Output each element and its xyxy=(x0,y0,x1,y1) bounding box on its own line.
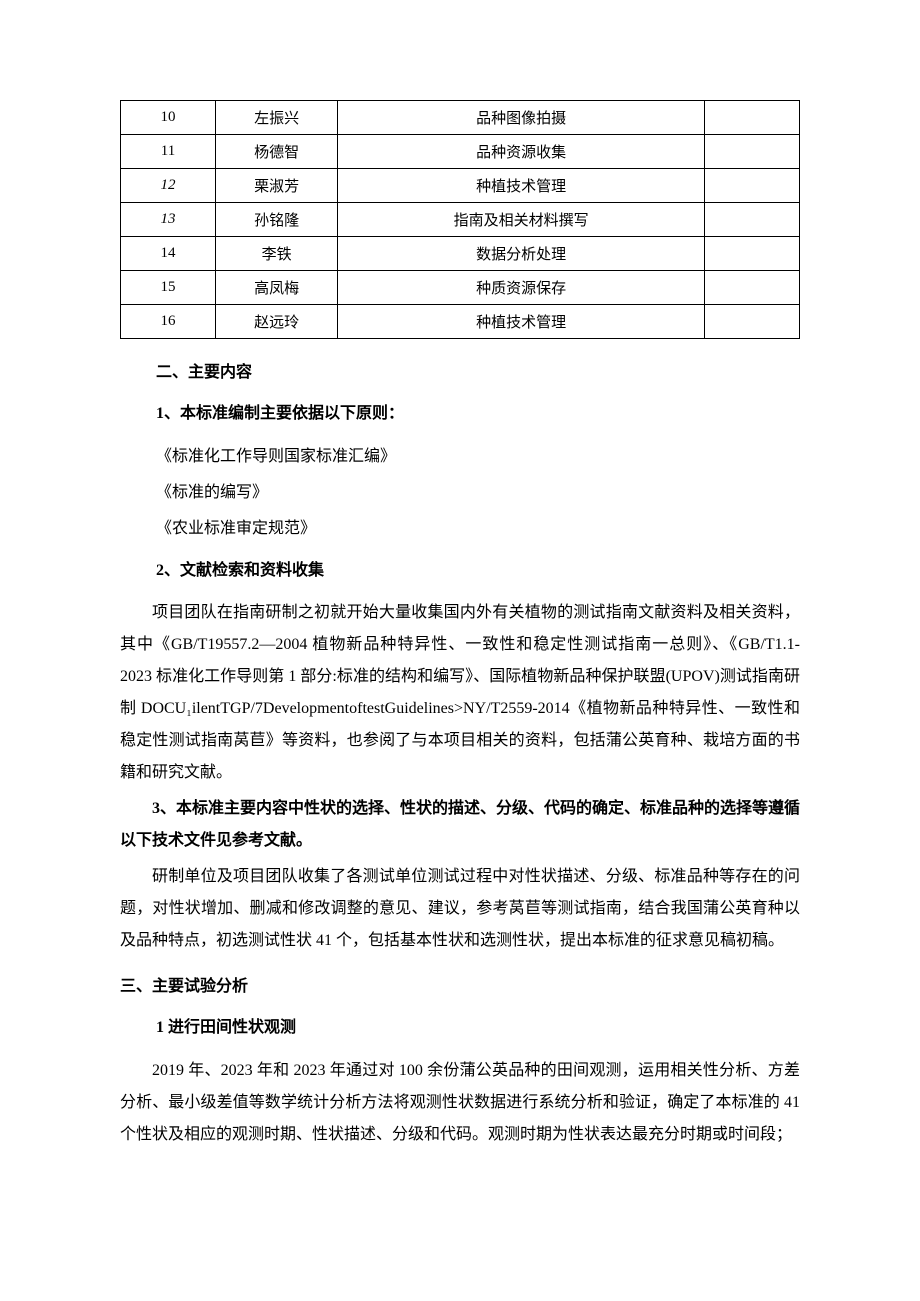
section-2-2-heading: 2、文献检索和资料收集 xyxy=(156,557,800,586)
row-note xyxy=(704,169,799,203)
row-role: 种植技术管理 xyxy=(338,305,705,339)
ref-item-1: 《标准化工作导则国家标准汇编》 xyxy=(156,441,800,473)
table-row: 16赵远玲种植技术管理 xyxy=(121,305,800,339)
table-row: 13孙铭隆指南及相关材料撰写 xyxy=(121,203,800,237)
row-name: 杨德智 xyxy=(216,135,338,169)
row-name: 李铁 xyxy=(216,237,338,271)
ref-item-2: 《标准的编写》 xyxy=(156,477,800,509)
row-role: 数据分析处理 xyxy=(338,237,705,271)
row-role: 品种资源收集 xyxy=(338,135,705,169)
table-body: 10左振兴品种图像拍摄11杨德智品种资源收集12栗淑芳种植技术管理13孙铭隆指南… xyxy=(121,101,800,339)
row-number: 15 xyxy=(121,271,216,305)
row-name: 左振兴 xyxy=(216,101,338,135)
members-table: 10左振兴品种图像拍摄11杨德智品种资源收集12栗淑芳种植技术管理13孙铭隆指南… xyxy=(120,100,800,339)
row-number: 13 xyxy=(121,203,216,237)
table-row: 11杨德智品种资源收集 xyxy=(121,135,800,169)
row-role: 品种图像拍摄 xyxy=(338,101,705,135)
row-name: 孙铭隆 xyxy=(216,203,338,237)
row-number: 12 xyxy=(121,169,216,203)
row-note xyxy=(704,101,799,135)
row-number: 14 xyxy=(121,237,216,271)
row-role: 种质资源保存 xyxy=(338,271,705,305)
section-2-1-heading: 1、本标准编制主要依据以下原则： xyxy=(156,400,800,429)
row-note xyxy=(704,203,799,237)
row-note xyxy=(704,271,799,305)
table-row: 15高凤梅种质资源保存 xyxy=(121,271,800,305)
row-name: 高凤梅 xyxy=(216,271,338,305)
section-3-heading: 三、主要试验分析 xyxy=(120,973,800,1002)
section-2-3-heading: 3、本标准主要内容中性状的选择、性状的描述、分级、代码的确定、标准品种的选择等遵… xyxy=(120,793,800,857)
row-note xyxy=(704,237,799,271)
table-row: 14李铁数据分析处理 xyxy=(121,237,800,271)
section-3-1-heading: 1 进行田间性状观测 xyxy=(156,1014,800,1043)
section-2-2-paragraph: 项目团队在指南研制之初就开始大量收集国内外有关植物的测试指南文献资料及相关资料，… xyxy=(120,597,800,789)
row-note xyxy=(704,135,799,169)
row-role: 种植技术管理 xyxy=(338,169,705,203)
row-name: 赵远玲 xyxy=(216,305,338,339)
row-number: 10 xyxy=(121,101,216,135)
row-note xyxy=(704,305,799,339)
table-row: 12栗淑芳种植技术管理 xyxy=(121,169,800,203)
section-2-3-paragraph: 研制单位及项目团队收集了各测试单位测试过程中对性状描述、分级、标准品种等存在的问… xyxy=(120,861,800,957)
section-2-heading: 二、主要内容 xyxy=(156,359,800,388)
row-number: 16 xyxy=(121,305,216,339)
table-row: 10左振兴品种图像拍摄 xyxy=(121,101,800,135)
row-role: 指南及相关材料撰写 xyxy=(338,203,705,237)
row-name: 栗淑芳 xyxy=(216,169,338,203)
section-3-1-paragraph: 2019 年、2023 年和 2023 年通过对 100 余份蒲公英品种的田间观… xyxy=(120,1055,800,1151)
ref-item-3: 《农业标准审定规范》 xyxy=(156,513,800,545)
row-number: 11 xyxy=(121,135,216,169)
